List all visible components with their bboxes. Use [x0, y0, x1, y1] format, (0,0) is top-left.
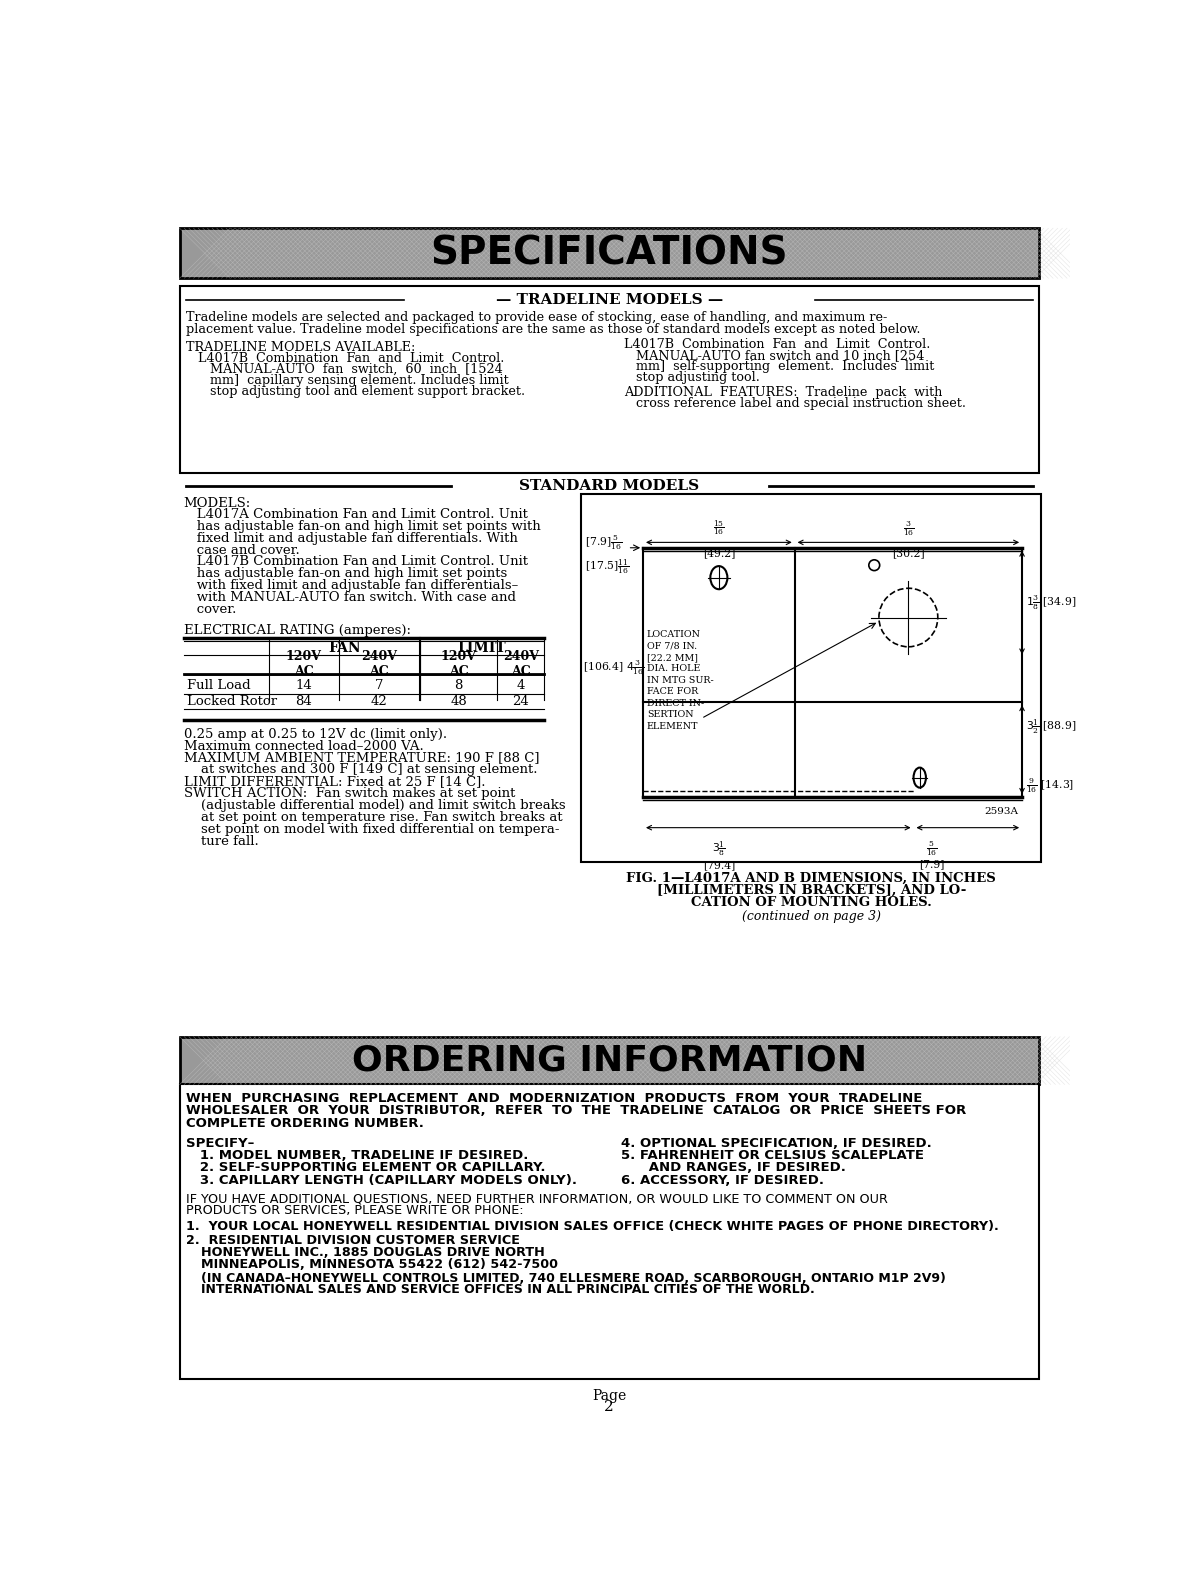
Text: at switches and 300 F [149 C] at sensing element.: at switches and 300 F [149 C] at sensing…	[183, 764, 537, 776]
Text: CATION OF MOUNTING HOLES.: CATION OF MOUNTING HOLES.	[691, 896, 932, 909]
Text: L4017B  Combination  Fan  and  Limit  Control.: L4017B Combination Fan and Limit Control…	[624, 338, 931, 351]
Text: SPECIFICATIONS: SPECIFICATIONS	[430, 234, 788, 272]
Text: LIMIT: LIMIT	[458, 642, 507, 655]
Text: MODELS:: MODELS:	[183, 496, 251, 511]
Text: L4017A Combination Fan and Limit Control. Unit: L4017A Combination Fan and Limit Control…	[183, 508, 528, 520]
Text: [7.9]$\mathregular{\frac{5}{16}}$: [7.9]$\mathregular{\frac{5}{16}}$	[585, 533, 622, 552]
Text: STANDARD MODELS: STANDARD MODELS	[520, 479, 699, 493]
Text: stop adjusting tool.: stop adjusting tool.	[624, 370, 760, 384]
Text: [30.2]: [30.2]	[892, 549, 925, 558]
Text: MANUAL-AUTO fan switch and 10 inch [254: MANUAL-AUTO fan switch and 10 inch [254	[624, 349, 925, 362]
Text: LIMIT DIFFERENTIAL: Fixed at 25 F [14 C].: LIMIT DIFFERENTIAL: Fixed at 25 F [14 C]…	[183, 775, 485, 789]
Text: TRADELINE MODELS AVAILABLE:: TRADELINE MODELS AVAILABLE:	[185, 341, 415, 354]
Text: 1. MODEL NUMBER, TRADELINE IF DESIRED.: 1. MODEL NUMBER, TRADELINE IF DESIRED.	[185, 1149, 528, 1162]
Text: ELECTRICAL RATING (amperes):: ELECTRICAL RATING (amperes):	[183, 624, 410, 637]
Bar	[581, 493, 1042, 862]
Text: SPECIFY–: SPECIFY–	[185, 1137, 254, 1149]
Text: IF YOU HAVE ADDITIONAL QUESTIONS, NEED FURTHER INFORMATION, OR WOULD LIKE TO COM: IF YOU HAVE ADDITIONAL QUESTIONS, NEED F…	[185, 1192, 888, 1205]
Text: $3\mathregular{\frac{1}{8}}$
[79.4]: $3\mathregular{\frac{1}{8}}$ [79.4]	[703, 840, 735, 870]
Bar	[180, 1037, 1039, 1085]
Text: 120V
AC: 120V AC	[441, 650, 477, 678]
Text: 5. FAHRENHEIT OR CELSIUS SCALEPLATE: 5. FAHRENHEIT OR CELSIUS SCALEPLATE	[621, 1149, 924, 1162]
Text: case and cover.: case and cover.	[183, 544, 300, 557]
Text: PRODUCTS OR SERVICES, PLEASE WRITE OR PHONE:: PRODUCTS OR SERVICES, PLEASE WRITE OR PH…	[185, 1203, 523, 1217]
Text: 24: 24	[512, 696, 529, 708]
Text: fixed limit and adjustable fan differentials. With: fixed limit and adjustable fan different…	[183, 531, 517, 544]
Text: 0.25 amp at 0.25 to 12V dc (limit only).: 0.25 amp at 0.25 to 12V dc (limit only).	[183, 727, 447, 740]
Text: ADDITIONAL  FEATURES:  Tradeline  pack  with: ADDITIONAL FEATURES: Tradeline pack with	[624, 386, 943, 398]
Text: $\mathregular{\frac{9}{16}}$ [14.3]: $\mathregular{\frac{9}{16}}$ [14.3]	[1026, 776, 1074, 795]
Text: 2.  RESIDENTIAL DIVISION CUSTOMER SERVICE: 2. RESIDENTIAL DIVISION CUSTOMER SERVICE	[185, 1233, 520, 1247]
Text: 120V
AC: 120V AC	[285, 650, 322, 678]
Text: SWITCH ACTION:  Fan switch makes at set point: SWITCH ACTION: Fan switch makes at set p…	[183, 787, 515, 800]
Text: (IN CANADA–HONEYWELL CONTROLS LIMITED, 740 ELLESMERE ROAD, SCARBOROUGH, ONTARIO : (IN CANADA–HONEYWELL CONTROLS LIMITED, 7…	[201, 1273, 946, 1285]
Text: 240V
AC: 240V AC	[503, 650, 539, 678]
Text: [MILLIMETERS IN BRACKETS], AND LO-: [MILLIMETERS IN BRACKETS], AND LO-	[656, 884, 965, 896]
Text: stop adjusting tool and element support bracket.: stop adjusting tool and element support …	[185, 384, 526, 397]
Text: L4017B Combination Fan and Limit Control. Unit: L4017B Combination Fan and Limit Control…	[183, 555, 528, 569]
Text: 1.  YOUR LOCAL HONEYWELL RESIDENTIAL DIVISION SALES OFFICE (CHECK WHITE PAGES OF: 1. YOUR LOCAL HONEYWELL RESIDENTIAL DIVI…	[185, 1221, 999, 1233]
Text: Page: Page	[592, 1390, 627, 1404]
Text: INTERNATIONAL SALES AND SERVICE OFFICES IN ALL PRINCIPAL CITIES OF THE WORLD.: INTERNATIONAL SALES AND SERVICE OFFICES …	[201, 1284, 816, 1296]
Bar	[180, 286, 1039, 473]
Text: mm]  capillary sensing element. Includes limit: mm] capillary sensing element. Includes …	[185, 373, 509, 387]
Text: 48: 48	[451, 696, 467, 708]
Text: 4. OPTIONAL SPECIFICATION, IF DESIRED.: 4. OPTIONAL SPECIFICATION, IF DESIRED.	[621, 1137, 931, 1149]
Text: set point on model with fixed differential on tempera-: set point on model with fixed differenti…	[183, 824, 559, 836]
Text: at set point on temperature rise. Fan switch breaks at: at set point on temperature rise. Fan sw…	[183, 811, 562, 824]
Text: FIG. 1—L4017A AND B DIMENSIONS, IN INCHES: FIG. 1—L4017A AND B DIMENSIONS, IN INCHE…	[627, 871, 996, 884]
Text: 14: 14	[295, 680, 312, 692]
Text: 240V
AC: 240V AC	[361, 650, 397, 678]
Text: COMPLETE ORDERING NUMBER.: COMPLETE ORDERING NUMBER.	[185, 1116, 423, 1130]
Text: 2593A: 2593A	[984, 808, 1018, 816]
Text: MINNEAPOLIS, MINNESOTA 55422 (612) 542-7500: MINNEAPOLIS, MINNESOTA 55422 (612) 542-7…	[201, 1258, 559, 1271]
Text: WHOLESALER  OR  YOUR  DISTRIBUTOR,  REFER  TO  THE  TRADELINE  CATALOG  OR  PRIC: WHOLESALER OR YOUR DISTRIBUTOR, REFER TO…	[185, 1105, 967, 1118]
Text: (continued on page 3): (continued on page 3)	[742, 911, 881, 923]
Text: 84: 84	[295, 696, 312, 708]
Text: MAXIMUM AMBIENT TEMPERATURE: 190 F [88 C]: MAXIMUM AMBIENT TEMPERATURE: 190 F [88 C…	[183, 751, 539, 765]
Text: 4: 4	[516, 680, 524, 692]
Text: $3\mathregular{\frac{1}{2}}$ [88.9]: $3\mathregular{\frac{1}{2}}$ [88.9]	[1026, 718, 1076, 737]
Text: [17.5]$\mathregular{\frac{11}{16}}$: [17.5]$\mathregular{\frac{11}{16}}$	[585, 558, 629, 577]
Text: Tradeline models are selected and packaged to provide ease of stocking, ease of : Tradeline models are selected and packag…	[185, 310, 887, 324]
Text: WHEN  PURCHASING  REPLACEMENT  AND  MODERNIZATION  PRODUCTS  FROM  YOUR  TRADELI: WHEN PURCHASING REPLACEMENT AND MODERNIZ…	[185, 1092, 923, 1105]
Text: 2: 2	[604, 1401, 614, 1413]
Text: 3. CAPILLARY LENGTH (CAPILLARY MODELS ONLY).: 3. CAPILLARY LENGTH (CAPILLARY MODELS ON…	[185, 1173, 577, 1187]
Text: $\mathregular{\frac{15}{16}}$: $\mathregular{\frac{15}{16}}$	[713, 519, 725, 538]
Text: — TRADELINE MODELS —: — TRADELINE MODELS —	[496, 292, 723, 307]
Text: [106.4] $4\mathregular{\frac{3}{16}}$: [106.4] $4\mathregular{\frac{3}{16}}$	[584, 658, 646, 677]
Text: HONEYWELL INC., 1885 DOUGLAS DRIVE NORTH: HONEYWELL INC., 1885 DOUGLAS DRIVE NORTH	[201, 1246, 545, 1258]
Text: 42: 42	[371, 696, 388, 708]
Text: mm]  self-supporting  element.  Includes  limit: mm] self-supporting element. Includes li…	[624, 360, 935, 373]
Text: MANUAL-AUTO  fan  switch,  60  inch  [1524: MANUAL-AUTO fan switch, 60 inch [1524	[185, 364, 503, 376]
Text: LOCATION
OF 7/8 IN.
[22.2 MM]
DIA. HOLE
IN MTG SUR-
FACE FOR
DIRECT IN-
SERTION
: LOCATION OF 7/8 IN. [22.2 MM] DIA. HOLE …	[647, 629, 713, 730]
Text: (adjustable differential model) and limit switch breaks: (adjustable differential model) and limi…	[183, 798, 565, 813]
Text: $1\mathregular{\frac{3}{8}}$ [34.9]: $1\mathregular{\frac{3}{8}}$ [34.9]	[1026, 593, 1076, 612]
Text: Full Load: Full Load	[188, 680, 251, 692]
Text: Locked Rotor: Locked Rotor	[188, 696, 277, 708]
Text: 8: 8	[454, 680, 463, 692]
Text: 7: 7	[375, 680, 383, 692]
Text: ture fall.: ture fall.	[183, 835, 258, 847]
Text: [49.2]: [49.2]	[703, 549, 735, 558]
Text: cross reference label and special instruction sheet.: cross reference label and special instru…	[624, 397, 967, 409]
Text: 6. ACCESSORY, IF DESIRED.: 6. ACCESSORY, IF DESIRED.	[621, 1173, 824, 1187]
Text: with MANUAL-AUTO fan switch. With case and: with MANUAL-AUTO fan switch. With case a…	[183, 591, 516, 604]
Text: 2. SELF-SUPPORTING ELEMENT OR CAPILLARY.: 2. SELF-SUPPORTING ELEMENT OR CAPILLARY.	[185, 1162, 546, 1175]
Text: AND RANGES, IF DESIRED.: AND RANGES, IF DESIRED.	[621, 1162, 845, 1175]
Text: Maximum connected load–2000 VA.: Maximum connected load–2000 VA.	[183, 740, 423, 753]
Text: placement value. Tradeline model specifications are the same as those of standar: placement value. Tradeline model specifi…	[185, 323, 920, 335]
Bar	[180, 228, 1039, 278]
Text: ORDERING INFORMATION: ORDERING INFORMATION	[352, 1043, 867, 1078]
Text: has adjustable fan-on and high limit set points with: has adjustable fan-on and high limit set…	[183, 520, 540, 533]
Text: has adjustable fan-on and high limit set points: has adjustable fan-on and high limit set…	[183, 568, 507, 580]
Text: $\mathregular{\frac{3}{16}}$: $\mathregular{\frac{3}{16}}$	[902, 519, 914, 538]
Bar	[180, 1085, 1039, 1379]
Text: FAN: FAN	[328, 642, 360, 655]
Text: cover.: cover.	[183, 604, 235, 617]
Text: L4017B  Combination  Fan  and  Limit  Control.: L4017B Combination Fan and Limit Control…	[185, 353, 504, 365]
Text: $\mathregular{\frac{5}{16}}$
[7.9]: $\mathregular{\frac{5}{16}}$ [7.9]	[919, 840, 944, 870]
Text: with fixed limit and adjustable fan differentials–: with fixed limit and adjustable fan diff…	[183, 579, 517, 593]
